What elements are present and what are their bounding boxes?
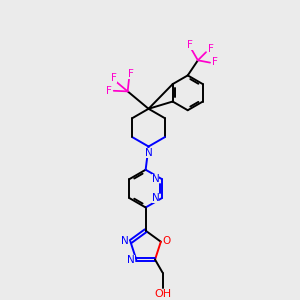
- Text: F: F: [106, 86, 111, 96]
- Text: N: N: [122, 236, 129, 246]
- Text: F: F: [111, 73, 117, 83]
- Text: O: O: [162, 236, 170, 246]
- Text: N: N: [152, 193, 160, 203]
- Text: N: N: [152, 174, 160, 184]
- Text: F: F: [128, 69, 134, 79]
- Text: F: F: [208, 44, 214, 54]
- Text: N: N: [127, 255, 135, 265]
- Text: N: N: [145, 148, 152, 158]
- Text: F: F: [212, 57, 218, 67]
- Text: F: F: [187, 40, 193, 50]
- Text: OH: OH: [154, 289, 171, 299]
